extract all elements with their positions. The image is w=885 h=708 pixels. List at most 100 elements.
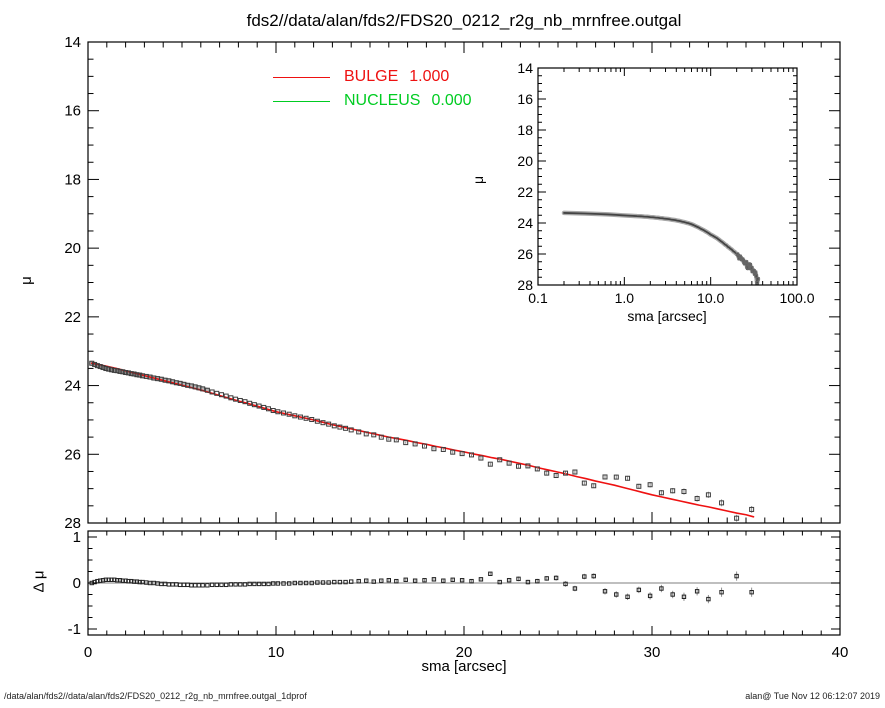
- data-point: [103, 366, 109, 372]
- residual-point: [563, 581, 568, 587]
- residual-point: [591, 573, 596, 579]
- data-point: [242, 399, 248, 405]
- residual-point: [309, 580, 314, 586]
- residual-point: [694, 589, 700, 594]
- inset-y-tick-label: 28: [517, 277, 533, 293]
- residual-point: [196, 583, 202, 588]
- inset-y-tick-label: 18: [517, 122, 533, 138]
- legend-bulge-value: 1.000: [409, 68, 450, 85]
- residual-point: [270, 581, 276, 586]
- data-point: [92, 361, 98, 367]
- residual-point: [553, 575, 559, 581]
- data-point: [218, 392, 224, 398]
- data-point: [337, 424, 343, 430]
- inset-y-tick-label: 20: [517, 153, 533, 169]
- data-point: [134, 372, 140, 378]
- axis-box: [537, 67, 798, 286]
- legend-bulge-label: BULGE: [344, 68, 399, 85]
- residual-point: [488, 571, 493, 576]
- data-point: [123, 370, 129, 376]
- residual-point: [281, 581, 286, 586]
- data-point: [613, 474, 619, 480]
- residual-point: [469, 578, 474, 584]
- residual-point: [535, 578, 540, 584]
- residual-point: [109, 577, 114, 582]
- residual-point: [450, 577, 455, 582]
- data-point: [440, 446, 446, 452]
- data-point: [297, 414, 303, 420]
- residual-point: [126, 578, 131, 584]
- data-point: [581, 480, 587, 486]
- residual-y-tick-label: 0: [73, 575, 81, 592]
- data-point: [534, 466, 540, 472]
- data-point: [131, 371, 137, 377]
- residual-point: [228, 582, 234, 587]
- nucleus-line-swatch: [273, 100, 330, 102]
- data-point: [386, 436, 392, 442]
- residual-point: [266, 581, 271, 587]
- residual-point: [117, 578, 123, 583]
- inset-y-tick-label: 16: [517, 91, 533, 107]
- residual-point: [497, 579, 502, 585]
- data-point: [393, 437, 399, 443]
- data-point: [450, 449, 456, 455]
- residual-point: [706, 596, 711, 602]
- data-point: [209, 389, 215, 395]
- residual-point: [506, 578, 512, 583]
- data-point: [591, 483, 597, 489]
- residual-point: [320, 580, 326, 585]
- residual-point: [256, 581, 262, 587]
- residual-point: [120, 578, 125, 583]
- data-point: [275, 409, 281, 415]
- residual-point: [326, 580, 331, 585]
- residual-point: [103, 577, 109, 582]
- residual-point: [516, 576, 521, 582]
- data-point: [125, 370, 131, 376]
- inset-data-point: [753, 270, 758, 275]
- data-point: [403, 440, 409, 446]
- data-point: [602, 474, 608, 480]
- data-point: [309, 417, 315, 423]
- data-point: [478, 455, 484, 461]
- data-point: [286, 411, 292, 417]
- data-point: [363, 431, 369, 437]
- x-tick-label: 0: [84, 644, 92, 661]
- residual-point: [181, 582, 187, 588]
- inset-y-tick-label: 14: [517, 60, 533, 76]
- data-point: [111, 367, 117, 373]
- data-point: [128, 371, 134, 377]
- data-point: [516, 463, 522, 469]
- x-tick-label: 40: [832, 644, 849, 661]
- residual-point: [214, 582, 219, 588]
- residual-point: [98, 578, 103, 583]
- data-point: [572, 469, 578, 475]
- data-point: [200, 386, 206, 392]
- axis-box: [87, 41, 841, 524]
- inset-data-point: [747, 262, 752, 267]
- footer-user-timestamp: alan@ Tue Nov 12 06:12:07 2019: [745, 691, 880, 701]
- residual-point: [233, 582, 238, 587]
- data-point: [94, 363, 100, 369]
- residual-point: [572, 586, 578, 591]
- residual-y-tick-label: -1: [68, 621, 81, 638]
- residual-point: [131, 579, 137, 584]
- inset-x-tick-label: 0.1: [528, 290, 548, 306]
- data-point: [681, 489, 687, 495]
- data-point: [506, 460, 512, 466]
- residual-point: [544, 576, 549, 581]
- inset-data-point: [744, 260, 749, 264]
- residual-point: [315, 580, 320, 585]
- legend-entry-bulge: BULGE 1.000: [273, 68, 449, 86]
- data-point: [331, 423, 337, 429]
- inset-x-tick-label: 1.0: [615, 290, 635, 306]
- residual-point: [247, 581, 252, 587]
- residual-point: [189, 583, 194, 588]
- main-y-tick-label: 26: [64, 446, 81, 463]
- residual-point: [525, 579, 531, 585]
- data-point: [117, 368, 123, 374]
- main-y-tick-label: 22: [64, 309, 81, 326]
- data-point: [326, 421, 332, 427]
- data-point: [694, 496, 700, 502]
